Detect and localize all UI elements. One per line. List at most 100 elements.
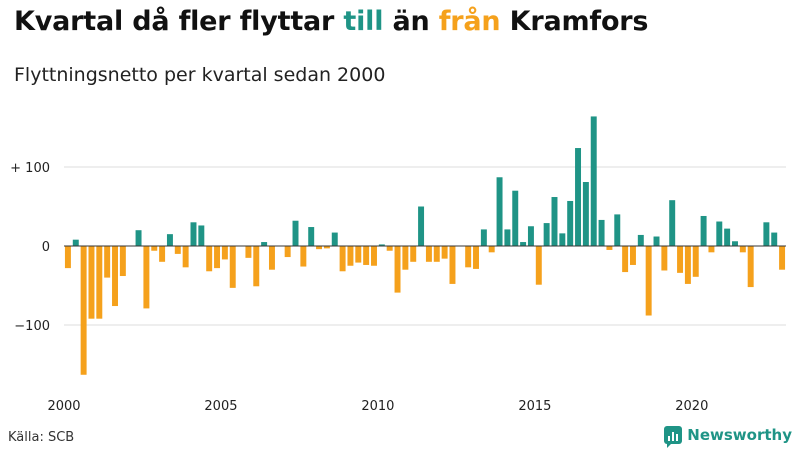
bar: [214, 246, 221, 269]
bar: [371, 246, 377, 266]
bar: [190, 222, 197, 246]
grid-lines: [64, 166, 786, 326]
bar: [582, 182, 589, 246]
bar: [614, 214, 621, 246]
bar: [684, 246, 691, 284]
bar: [441, 246, 448, 259]
x-axis-ticks: 2000 2005 2010 2015 2020: [47, 399, 708, 414]
bar: [716, 221, 723, 246]
chart-subtitle: Flyttningsnetto per kvartal sedan 2000: [14, 64, 386, 86]
title-fran: från: [438, 6, 501, 37]
bar: [692, 246, 699, 277]
bar: [394, 246, 401, 293]
bar: [182, 246, 189, 268]
bar: [504, 229, 511, 246]
bar: [206, 246, 213, 272]
bar: [339, 246, 346, 272]
bar: [645, 246, 652, 316]
newsworthy-chat-icon: [664, 426, 683, 448]
x-tick-label: 2020: [675, 399, 708, 414]
y-axis-ticks: + 100 0 −100: [10, 161, 50, 334]
bar: [677, 246, 684, 273]
bar: [449, 246, 456, 284]
bar: [661, 246, 668, 271]
bar: [378, 244, 385, 246]
bar: [575, 148, 582, 246]
bar: [480, 229, 487, 246]
bar: [708, 246, 715, 253]
bar: [174, 246, 181, 254]
title-part-3: Kramfors: [500, 6, 649, 37]
bar: [559, 233, 566, 246]
bars: [64, 116, 786, 375]
chart-title: Kvartal då fler flyttar till än från Kra…: [14, 6, 648, 37]
bar: [331, 232, 338, 246]
bar: [112, 246, 118, 307]
bar: [543, 223, 550, 246]
bar: [771, 232, 778, 246]
bar: [567, 200, 574, 246]
bar: [221, 246, 228, 260]
x-tick-label: 2015: [518, 399, 551, 414]
bar: [622, 246, 629, 273]
title-part-1: Kvartal då fler flyttar: [14, 6, 344, 37]
bar: [473, 246, 479, 269]
bar: [433, 246, 440, 262]
bar: [418, 206, 425, 246]
bar: [308, 227, 315, 246]
bar: [159, 246, 166, 262]
bar: [520, 242, 527, 246]
bar: [64, 246, 71, 269]
bar: [80, 246, 87, 375]
bar: [245, 246, 252, 258]
bar: [316, 246, 323, 250]
bar: [198, 225, 205, 246]
bar: [292, 220, 299, 246]
bar: [355, 246, 362, 263]
bar: [496, 177, 503, 246]
bar: [151, 246, 158, 251]
bar: [488, 246, 495, 253]
bar: [363, 246, 370, 265]
bar: [747, 246, 754, 288]
bar: [512, 190, 519, 246]
bar: [386, 246, 393, 251]
bar: [229, 246, 236, 288]
brand-logo: Newsworthy: [664, 426, 792, 448]
bar: [724, 228, 731, 246]
bar: [637, 234, 644, 246]
bar: [527, 226, 534, 246]
bar: [732, 241, 738, 246]
bar-chart: + 100 0 −100 2000 2005 2010 2015 2020: [10, 116, 786, 414]
x-tick-label: 2005: [204, 399, 237, 414]
bar: [268, 246, 275, 270]
bar: [119, 246, 126, 277]
bar: [465, 246, 472, 268]
y-tick-label: + 100: [10, 161, 50, 176]
bar: [669, 200, 676, 246]
bar: [551, 197, 558, 246]
bar: [96, 246, 103, 319]
bar: [284, 246, 291, 258]
bar: [72, 239, 79, 246]
brand-name: Newsworthy: [687, 426, 792, 444]
bar: [253, 246, 260, 287]
title-part-2: än: [383, 6, 439, 37]
bar: [410, 246, 417, 262]
x-tick-label: 2000: [47, 399, 80, 414]
bar: [653, 236, 660, 246]
bar: [590, 116, 597, 246]
bar: [104, 246, 111, 278]
bar: [88, 246, 95, 319]
bar: [323, 246, 330, 249]
bar: [135, 230, 142, 246]
bar: [700, 215, 707, 246]
bar: [606, 246, 613, 250]
bar: [739, 246, 746, 253]
bar: [425, 246, 432, 262]
bar: [763, 222, 770, 246]
bar: [535, 246, 542, 285]
bar: [779, 246, 786, 270]
bar: [629, 246, 636, 265]
bar: [598, 219, 605, 246]
